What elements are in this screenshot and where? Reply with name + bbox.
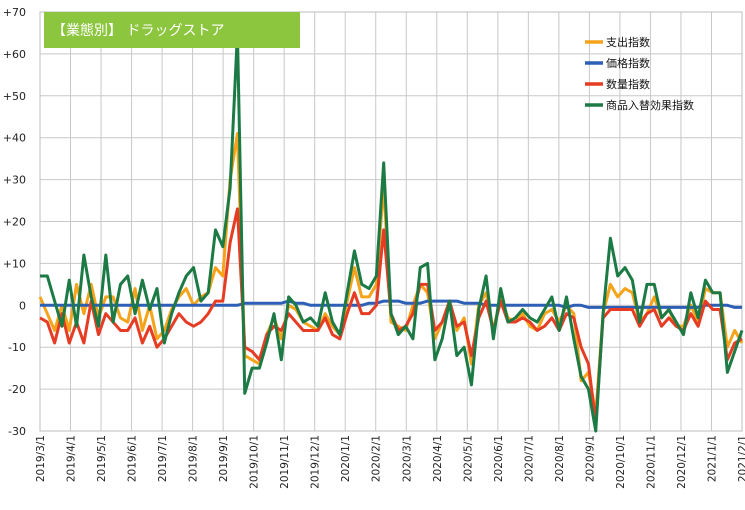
x-tick-label: 2020/9/1 — [584, 435, 596, 482]
x-tick-label: 2019/11/1 — [279, 435, 291, 489]
legend-label: 数量指数 — [606, 77, 650, 91]
chart-title-box: 【業態別】 ドラッグストア — [44, 12, 300, 48]
series-line-0 — [38, 132, 744, 416]
y-tick-label: +60 — [3, 48, 26, 61]
y-tick-label: +50 — [3, 90, 26, 103]
series-line-3 — [40, 31, 744, 433]
x-tick-label: 2020/7/1 — [523, 435, 535, 482]
legend-label: 商品入替効果指数 — [606, 98, 694, 112]
chart-title-background — [44, 12, 300, 48]
y-tick-label: -20 — [8, 383, 26, 396]
x-tick-label: 2019/4/1 — [66, 435, 78, 482]
x-tick-label: 2019/3/1 — [35, 435, 47, 482]
series-lines — [38, 31, 744, 433]
x-tick-label: 2020/8/1 — [554, 435, 566, 482]
x-tick-label: 2020/11/1 — [645, 435, 657, 489]
y-tick-label: 0 — [19, 299, 26, 312]
x-tick-label: 2020/10/1 — [615, 435, 627, 489]
y-tick-label: +40 — [3, 132, 26, 145]
legend-label: 支出指数 — [606, 35, 650, 49]
y-axis-ticks: +70 +60 +50 +40 +30 +20 +10 0 -10 -20 -30 — [3, 6, 26, 438]
x-tick-label: 2020/12/1 — [676, 435, 688, 489]
y-tick-label: -10 — [8, 341, 26, 354]
x-tick-label: 2021/2/1 — [737, 435, 745, 482]
x-tick-label: 2019/8/1 — [188, 435, 200, 482]
x-tick-label: 2019/9/1 — [218, 435, 230, 482]
gridlines — [39, 11, 743, 432]
x-tick-label: 2019/6/1 — [127, 435, 139, 482]
x-tick-label: 2021/1/1 — [706, 435, 718, 482]
x-tick-label: 2019/7/1 — [157, 435, 169, 482]
y-tick-label: +70 — [3, 6, 26, 19]
y-tick-label: -30 — [8, 425, 26, 438]
y-tick-label: +10 — [3, 257, 26, 270]
x-axis-ticks: 2019/3/1 2019/4/1 2019/5/1 2019/6/1 2019/7/1… — [35, 435, 745, 489]
y-tick-label: +20 — [3, 216, 26, 229]
x-tick-label: 2019/10/1 — [249, 435, 261, 489]
x-tick-label: 2019/12/1 — [310, 435, 322, 489]
x-tick-label: 2020/2/1 — [371, 435, 383, 482]
chart-title: 【業態別】 ドラッグストア — [52, 23, 224, 39]
x-tick-label: 2020/1/1 — [340, 435, 352, 482]
legend-label: 価格指数 — [606, 56, 650, 70]
x-tick-label: 2019/5/1 — [96, 435, 108, 482]
x-tick-label: 2020/6/1 — [493, 435, 505, 482]
x-tick-label: 2020/3/1 — [401, 435, 413, 482]
x-tick-label: 2020/5/1 — [462, 435, 474, 482]
y-tick-label: +30 — [3, 174, 26, 187]
plot-frame — [39, 11, 743, 432]
x-tick-label: 2020/4/1 — [432, 435, 444, 482]
